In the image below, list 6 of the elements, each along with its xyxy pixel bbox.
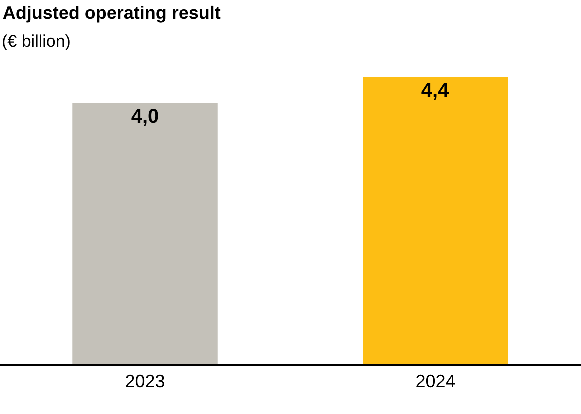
chart-title: Adjusted operating result (2, 2, 221, 23)
data-label: 4,0 (131, 106, 160, 128)
chart-subtitle: (€ billion) (2, 32, 71, 51)
x-tick-label: 2024 (416, 371, 456, 392)
x-tick-label: 2023 (125, 371, 166, 392)
data-label: 4,4 (421, 80, 450, 102)
